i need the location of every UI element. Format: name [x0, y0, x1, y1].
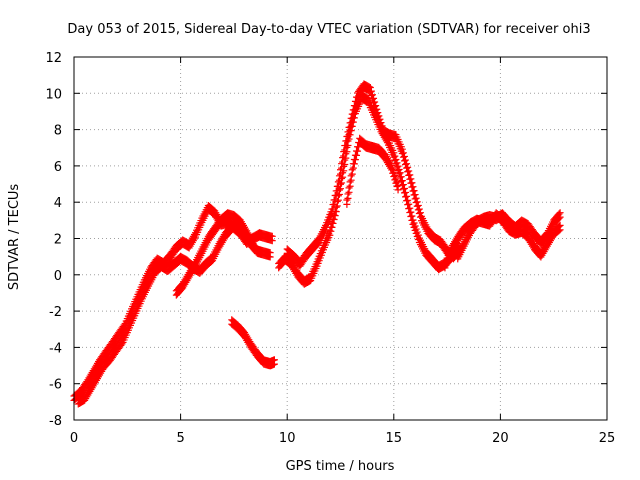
data-point: [344, 194, 352, 202]
data-point: [340, 152, 348, 160]
data-point: [328, 209, 336, 217]
data-point: [332, 191, 340, 199]
data-point: [347, 176, 355, 184]
data-point: [350, 106, 358, 114]
data-point: [249, 244, 257, 252]
data-point: [326, 231, 334, 239]
y-tick-label: -2: [49, 305, 62, 320]
data-point: [348, 114, 356, 122]
data-point: [349, 164, 357, 172]
x-tick-label: 25: [599, 431, 616, 446]
data-point: [337, 170, 344, 178]
series-trace-d: [228, 316, 278, 370]
data-point: [339, 158, 347, 166]
y-tick-label: -8: [49, 414, 62, 429]
data-point: [345, 128, 353, 136]
data-point: [345, 188, 353, 196]
data-point: [270, 360, 278, 368]
y-tick-label: -6: [49, 378, 62, 393]
data-point: [268, 237, 276, 245]
data-point: [330, 200, 338, 208]
data-point: [118, 340, 126, 348]
y-axis-label: SDTVAR / TECUs: [7, 184, 22, 291]
data-point: [351, 102, 359, 110]
data-point: [331, 196, 339, 204]
plot-area: [70, 80, 564, 408]
data-point: [344, 132, 352, 140]
y-tick-label: 6: [54, 160, 62, 175]
data-point: [330, 216, 338, 224]
data-point: [352, 98, 360, 106]
y-tick-label: 12: [45, 51, 62, 66]
data-point: [342, 141, 350, 149]
x-axis-label: GPS time / hours: [286, 459, 395, 474]
x-tick-label: 0: [70, 431, 78, 446]
x-tick-label: 10: [279, 431, 296, 446]
data-point: [346, 182, 354, 190]
data-point: [348, 170, 356, 178]
data-point: [266, 253, 274, 261]
y-tick-label: 0: [54, 269, 62, 284]
data-point: [354, 147, 362, 155]
chart-title: Day 053 of 2015, Sidereal Day-to-day VTE…: [67, 22, 590, 37]
data-point: [334, 182, 342, 190]
y-tick-label: 4: [54, 196, 62, 211]
series-trace-i: [441, 209, 564, 272]
data-point: [555, 227, 563, 235]
data-point: [394, 186, 402, 194]
data-point: [555, 214, 563, 222]
data-point: [351, 156, 359, 164]
data-point: [343, 200, 351, 208]
data-point: [338, 164, 346, 172]
data-point: [346, 123, 354, 131]
data-point: [333, 202, 341, 210]
data-point: [352, 151, 360, 159]
ticks: 0 5 10 15 20 25 -8 -6 -4 -2 0 2 4 6 8 10 12: [45, 51, 615, 446]
data-point: [347, 119, 355, 127]
y-tick-label: 10: [45, 87, 62, 102]
x-tick-label: 20: [492, 431, 509, 446]
data-point: [335, 190, 343, 198]
data-point: [335, 176, 343, 184]
data-point: [350, 160, 358, 168]
data-point: [327, 227, 335, 235]
series-trace-f: [283, 80, 464, 270]
y-tick-label: 2: [54, 233, 62, 248]
y-tick-label: 8: [54, 124, 62, 139]
data-point: [556, 226, 564, 234]
grid: [74, 57, 607, 420]
x-tick-label: 15: [386, 431, 403, 446]
series-trace-c: [172, 209, 257, 299]
data-point: [341, 146, 349, 154]
data-point: [343, 137, 351, 145]
data-point: [333, 187, 341, 195]
data-point: [556, 213, 564, 221]
y-tick-label: -4: [49, 341, 62, 356]
data-point: [329, 219, 337, 227]
x-tick-label: 5: [176, 431, 184, 446]
data-point: [393, 183, 401, 191]
series-trace-g: [343, 134, 402, 208]
data-point: [329, 205, 337, 213]
data-point: [349, 110, 357, 118]
